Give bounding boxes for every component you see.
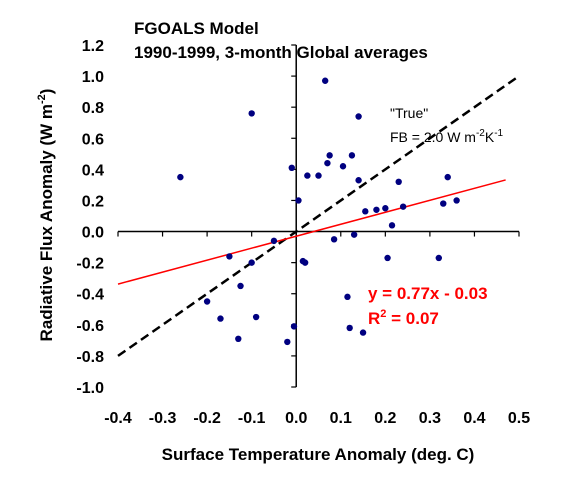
data-point [304,172,311,179]
y-tick-label: 0.8 [82,100,104,117]
data-point [315,172,322,179]
data-point [248,259,255,266]
data-points-group [177,77,460,346]
x-tick-label: -0.3 [149,410,177,427]
x-tick-label: 0.0 [285,410,307,427]
data-point [359,329,367,336]
y-tick-label: -0.4 [76,287,104,304]
y-axis-label-end: ) [37,89,56,95]
r-squared-label: R2 = 0.07 [368,308,439,328]
fit-equation: y = 0.77x - 0.03 [368,284,488,303]
data-point [355,177,362,184]
y-tick-label: 0.6 [82,131,104,148]
x-tick-label: -0.1 [238,410,266,427]
data-point [226,253,233,260]
y-axis-label-sup: -2 [36,94,48,104]
feedback-label-main: FB = 2.0 W m [390,129,476,145]
x-tick-label: 0.4 [463,410,485,427]
data-point [395,178,402,185]
data-point [384,254,391,262]
data-point [326,152,333,159]
data-point [348,152,356,159]
y-axis-label-main: Radiative Flux Anomaly (W m [37,104,56,341]
feedback-label-sup1: -2 [476,128,485,139]
data-point [177,173,184,181]
y-tick-label: 1.0 [82,69,104,86]
data-point [301,259,309,266]
x-tick-label: 0.2 [374,410,396,427]
x-tick-label: -0.4 [104,410,132,427]
y-tick-label: -0.6 [76,318,104,335]
data-point [330,236,338,243]
data-point [350,231,358,238]
data-point [440,200,447,207]
x-tick-label: -0.2 [193,410,221,427]
data-point [399,203,407,210]
y-tick-group: 1.2 1.0 0.8 0.6 0.4 0.2 0.0 -0.2 -0.4 -0.6 -0.8 -1.… [76,38,297,397]
feedback-label: FB = 2.0 W m-2K-1 [390,128,504,145]
y-axis-label: Radiative Flux Anomaly (W m-2) [36,89,56,342]
y-tick-label: 0.0 [82,225,104,242]
data-point [217,315,224,322]
y-tick-label: 0.2 [82,193,104,210]
r-squared-sup: 2 [380,308,386,320]
y-tick-label: 0.4 [82,162,104,179]
data-point [355,113,362,120]
data-point [235,335,242,343]
chart-title-line-1: FGOALS Model [134,19,259,38]
data-point [388,222,396,229]
x-tick-group: -0.4 -0.3 -0.2 -0.1 0.0 0.1 0.2 0.3 0.4 0.5 [104,231,530,427]
data-point [435,254,442,262]
y-tick-label: -0.2 [76,256,104,273]
data-point [284,338,291,346]
y-tick-label: -1.0 [76,380,104,397]
regression-fit-line [117,179,506,285]
true-label: "True" [390,105,428,121]
feedback-label-sup2: -1 [494,128,503,139]
r-squared-value: = 0.07 [386,309,438,328]
data-point [203,298,211,305]
x-tick-label: 0.5 [508,410,530,427]
chart-title-line-2: 1990-1999, 3-month Global averages [134,43,428,62]
data-point [295,197,302,204]
true-feedback-line [117,75,520,357]
data-point [288,164,295,172]
data-point [362,208,369,215]
data-point [444,173,451,181]
data-point [339,163,347,170]
data-point [248,110,255,117]
data-point [252,313,260,321]
y-tick-label: -0.8 [76,349,104,366]
data-point [290,323,298,330]
x-axis-label: Surface Temperature Anomaly (deg. C) [162,445,475,464]
data-point [453,197,460,204]
data-point [324,159,331,167]
data-point [270,237,278,245]
y-tick-label: 1.2 [82,38,104,55]
x-tick-label: 0.3 [419,410,441,427]
r-squared-main: R [368,309,380,328]
data-point [237,282,244,290]
feedback-label-mid: K [485,129,495,145]
data-point [344,293,351,301]
data-point [373,206,380,213]
data-point [346,324,353,332]
data-point [321,77,329,84]
x-tick-label: 0.1 [330,410,352,427]
data-point [382,205,389,212]
